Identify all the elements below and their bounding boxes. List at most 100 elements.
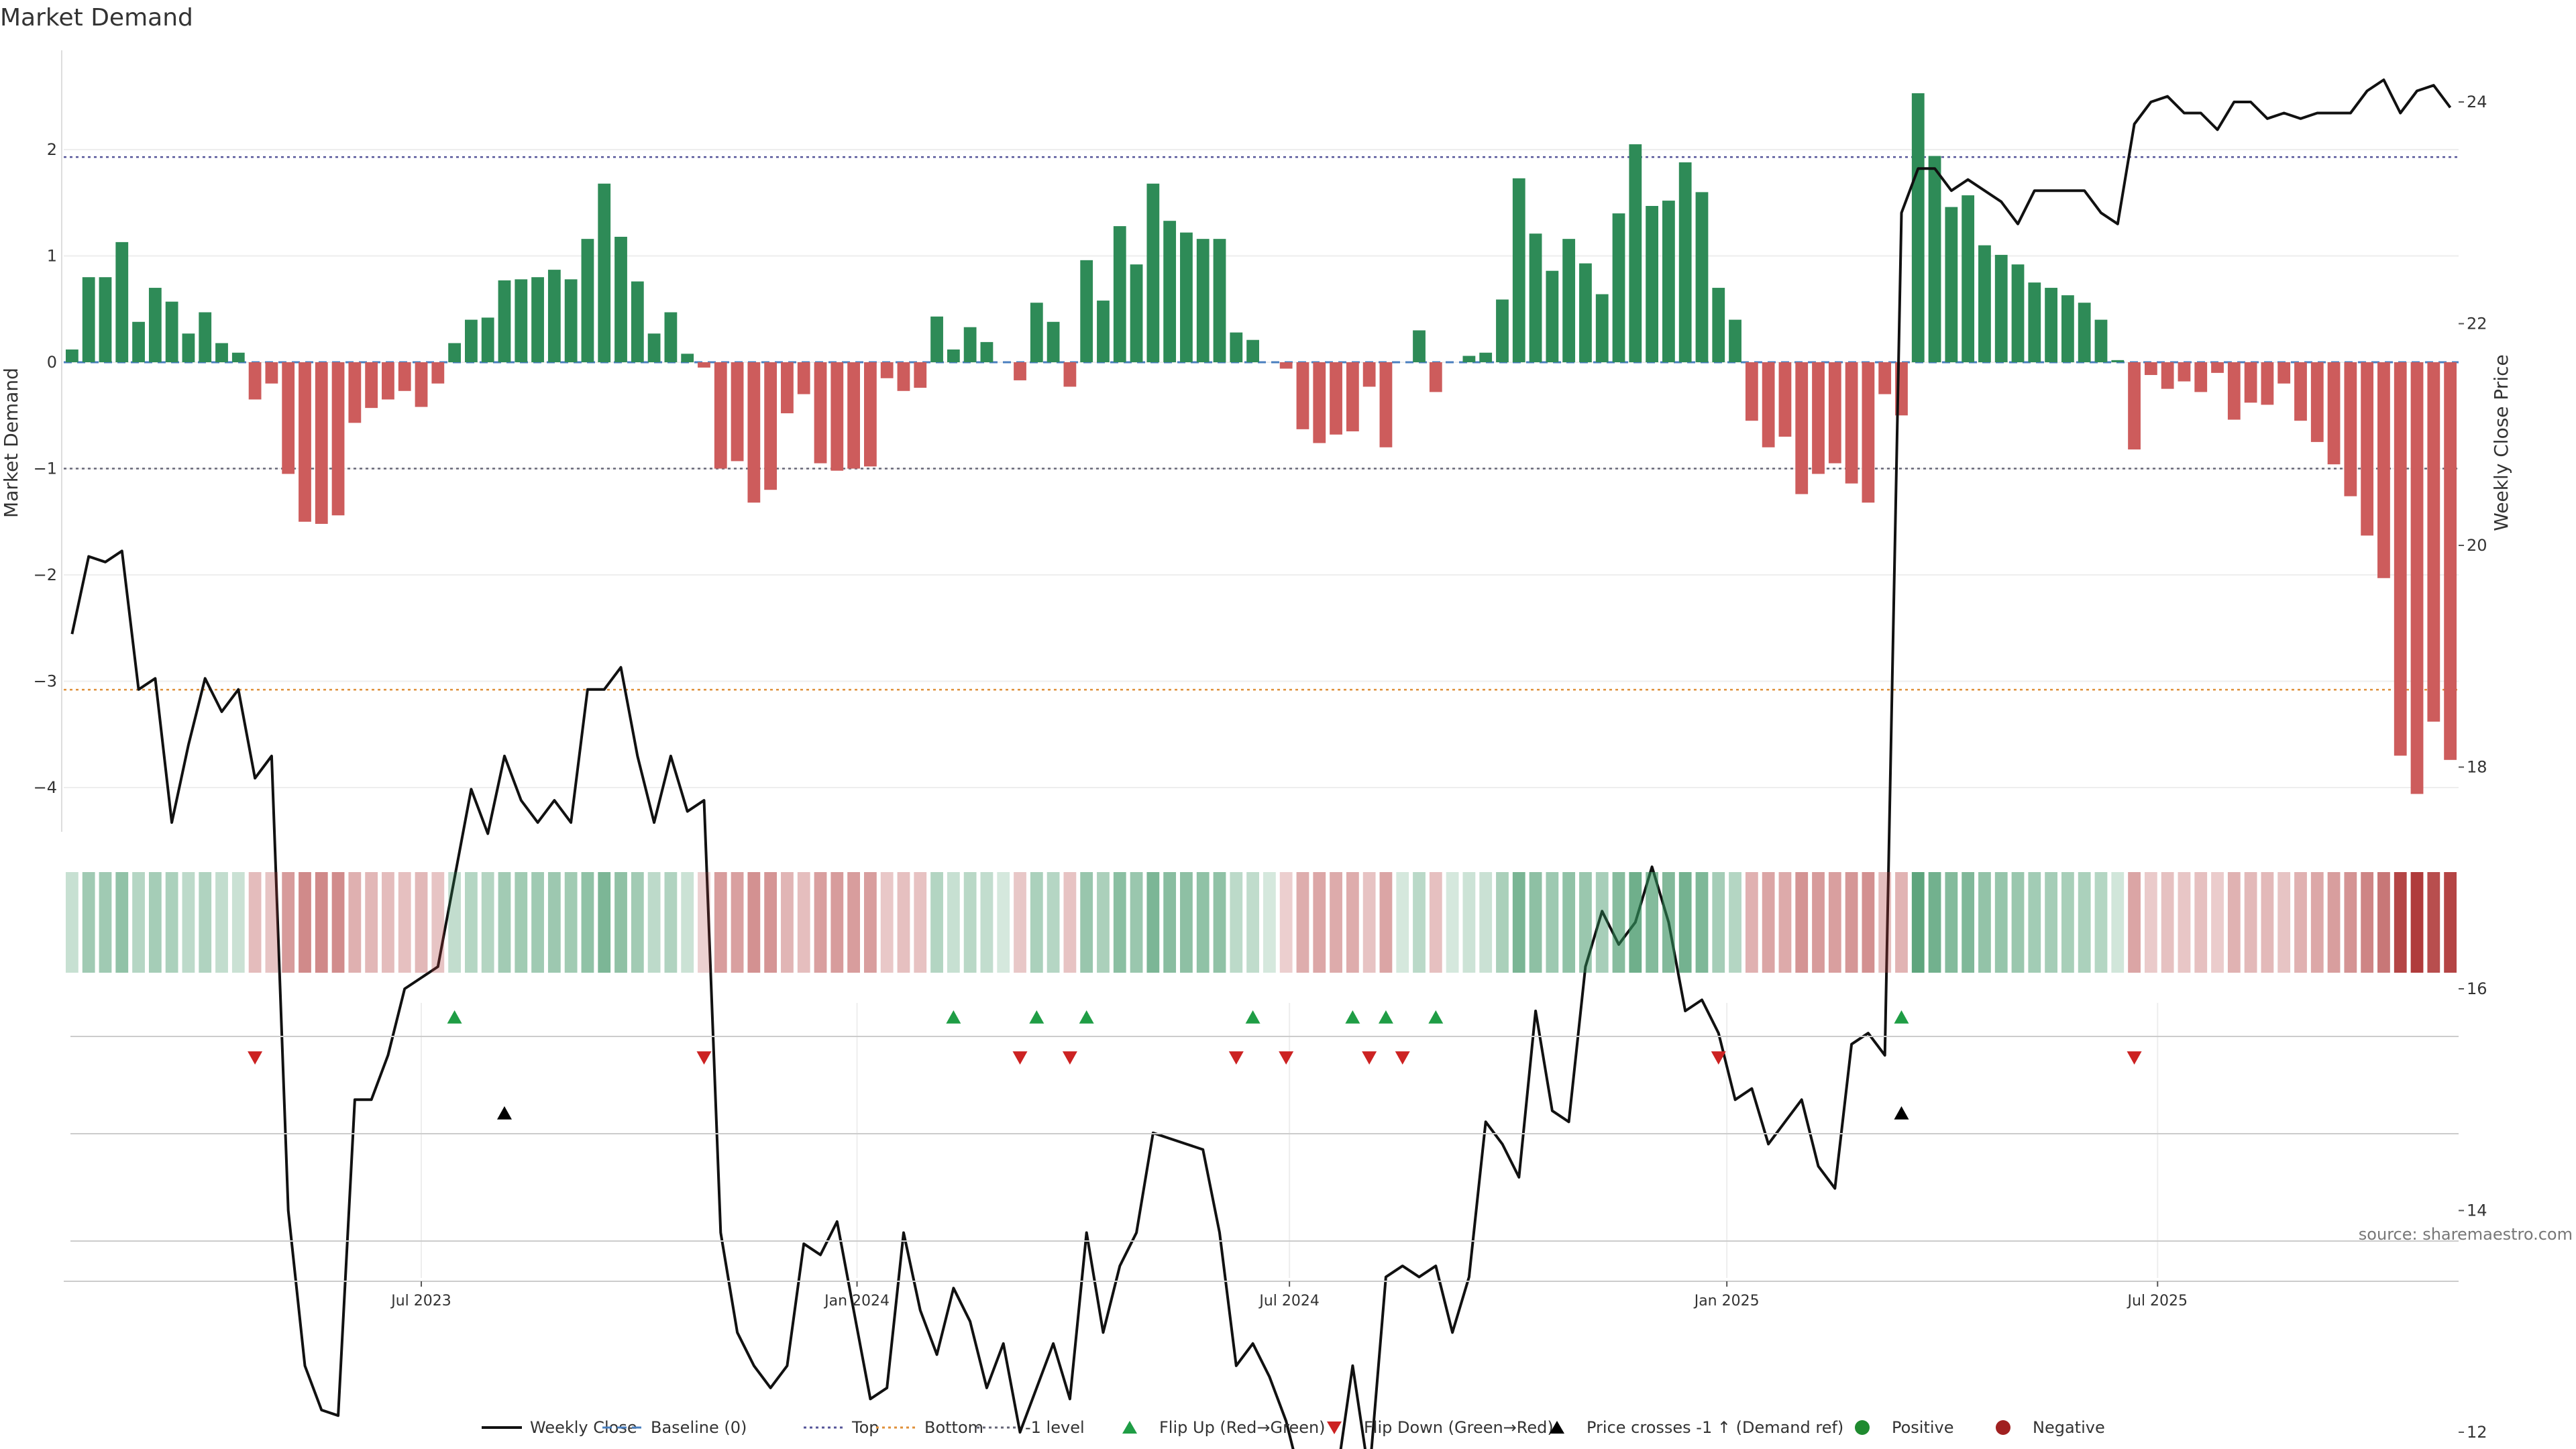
heat-cell-negative: [830, 872, 844, 973]
flip-up-marker: [1079, 1010, 1094, 1024]
positive-bar: [1479, 352, 1493, 362]
positive-bar: [1562, 239, 1576, 362]
negative-bar: [864, 362, 877, 467]
heat-cell-positive: [132, 872, 145, 973]
positive-bar: [1196, 239, 1210, 362]
positive-bar: [1678, 162, 1692, 362]
negative-bar: [2361, 362, 2374, 536]
heat-cell-negative: [2427, 872, 2440, 973]
heat-cell-negative: [2294, 872, 2307, 973]
negative-bar: [2427, 362, 2440, 722]
positive-bar: [1113, 226, 1126, 362]
heat-cell-negative: [1862, 872, 1875, 973]
negative-bar: [2377, 362, 2390, 578]
heat-cell-positive: [1113, 872, 1126, 973]
legend-swatch-triangle-down: [1327, 1421, 1342, 1434]
flip-up-marker: [1345, 1010, 1360, 1024]
legend-label: Top: [851, 1418, 879, 1437]
source-note: source: sharemaestro.com: [2359, 1225, 2573, 1244]
y-tick-label: −4: [34, 778, 57, 797]
heat-cell-positive: [1579, 872, 1592, 973]
heat-cell-positive: [1246, 872, 1259, 973]
heat-cell-positive: [2094, 872, 2108, 973]
negative-bar: [1878, 362, 1892, 394]
positive-bar: [498, 280, 511, 362]
heat-cell-positive: [564, 872, 578, 973]
negative-bar: [2144, 362, 2157, 376]
negative-bar: [1014, 362, 1026, 380]
heat-cell-negative: [1279, 872, 1293, 973]
negative-bar: [365, 362, 378, 409]
legend-swatch-circle: [1996, 1420, 2010, 1435]
heat-cell-negative: [814, 872, 827, 973]
positive-bar: [547, 270, 561, 362]
heat-cell-positive: [963, 872, 977, 973]
positive-bar: [148, 288, 162, 362]
positive-bar: [465, 319, 478, 362]
legend-item: Weekly Close: [482, 1418, 637, 1437]
heat-cell-negative: [1745, 872, 1758, 973]
positive-bar: [1180, 232, 1193, 362]
price-cross-marker: [496, 1106, 512, 1120]
flip-up-marker: [1245, 1010, 1260, 1024]
legend-item: Baseline (0): [602, 1418, 747, 1437]
positive-bar: [132, 321, 145, 362]
negative-bar: [348, 362, 362, 423]
y-tick-label: −1: [34, 460, 57, 478]
legend-swatch-triangle-up: [1122, 1421, 1137, 1434]
positive-bar: [448, 343, 461, 362]
x-tick-label: Jan 2024: [823, 1293, 890, 1309]
y-tick-label: 2: [47, 140, 57, 159]
positive-bar: [515, 279, 528, 362]
positive-bar: [947, 349, 960, 362]
positive-bar: [1612, 213, 1625, 362]
heat-cell-positive: [1496, 872, 1509, 973]
heat-cell-positive: [465, 872, 478, 973]
heat-cell-negative: [2310, 872, 2324, 973]
heat-cell-positive: [1512, 872, 1525, 973]
heat-cell-negative: [299, 872, 311, 973]
positive-bar: [1712, 288, 1725, 362]
positive-bar: [1030, 303, 1043, 362]
heat-cell-positive: [1230, 872, 1243, 973]
negative-bar: [331, 362, 345, 516]
legend-item: Positive: [1855, 1418, 1954, 1437]
heat-cell-positive: [2078, 872, 2091, 973]
negative-bar: [1279, 362, 1293, 369]
positive-bar: [1462, 356, 1476, 362]
positive-bar: [1246, 339, 1259, 362]
negative-bar: [2211, 362, 2224, 373]
legend-label: Positive: [1892, 1418, 1954, 1437]
heat-cell-positive: [1163, 872, 1177, 973]
negative-bar: [847, 362, 860, 469]
heat-cell-positive: [1978, 872, 1991, 973]
heat-cell-negative: [2144, 872, 2157, 973]
heat-cell-negative: [398, 872, 411, 973]
heat-cell-positive: [2111, 872, 2125, 973]
negative-bar: [431, 362, 445, 384]
y-tick-label: 1: [47, 247, 57, 266]
legend-item: Flip Down (Green→Red): [1327, 1418, 1554, 1437]
heat-cell-negative: [731, 872, 744, 973]
heat-cell-negative: [2410, 872, 2424, 973]
negative-bar: [1346, 362, 1359, 432]
positive-bar: [647, 333, 661, 362]
negative-bar: [814, 362, 827, 464]
heat-cell-negative: [2327, 872, 2341, 973]
positive-bar: [2111, 360, 2125, 362]
heat-cell-negative: [282, 872, 295, 973]
heat-cell-negative: [1878, 872, 1892, 973]
heat-cell-positive: [947, 872, 960, 973]
negative-bar: [2327, 362, 2341, 465]
heat-cell-negative: [2194, 872, 2208, 973]
positive-bar: [681, 354, 694, 362]
y-axis-label: Market Demand: [0, 368, 22, 518]
heat-cell-negative: [2128, 872, 2141, 973]
positive-bar: [963, 327, 977, 362]
heat-cell-positive: [1196, 872, 1210, 973]
flip-up-marker: [1029, 1010, 1044, 1024]
x-tick-label: Jul 2024: [1258, 1293, 1320, 1309]
heat-cell-negative: [781, 872, 794, 973]
heat-cell-negative: [382, 872, 394, 973]
heat-cell-negative: [2261, 872, 2274, 973]
